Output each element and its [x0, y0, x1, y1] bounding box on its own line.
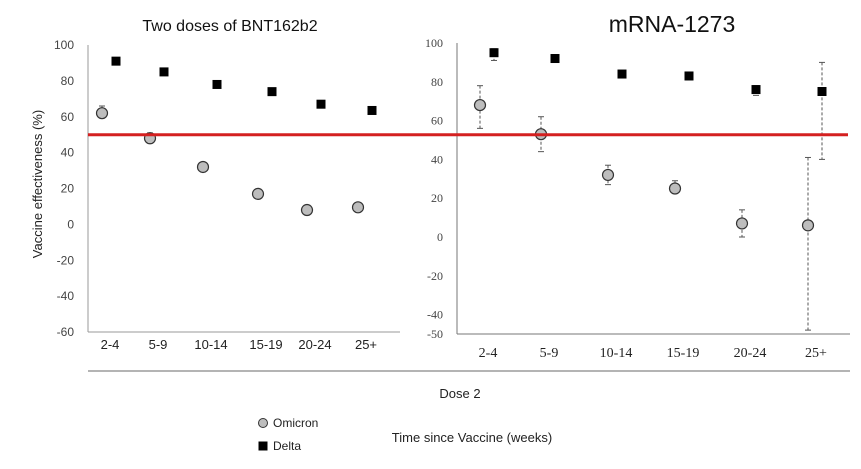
left-delta-point	[316, 99, 326, 109]
right-y-tick-label: 100	[425, 36, 443, 50]
left-omicron-point	[300, 203, 314, 217]
left-y-tick-label: 0	[67, 217, 74, 231]
right-delta-point	[617, 69, 627, 79]
legend: Omicron Delta	[258, 416, 318, 453]
left-y-tick-label: 60	[61, 110, 75, 124]
left-y-tick-label: 80	[61, 74, 75, 88]
legend-delta-marker	[258, 441, 268, 451]
right-delta-point	[817, 87, 827, 96]
right-panel-title: mRNA-1273	[609, 11, 736, 37]
legend-omicron-marker	[258, 418, 268, 428]
right-y-tick-label: 20	[431, 191, 443, 205]
x-axis-label-time: Time since Vaccine (weeks)	[392, 430, 552, 445]
right-y-tick-label: -50	[427, 327, 443, 341]
left-delta-point	[159, 67, 169, 77]
legend-omicron-label: Omicron	[273, 416, 318, 430]
left-omicron-point	[196, 160, 210, 174]
right-omicron-point	[473, 98, 487, 112]
right-y-tick-label: 40	[431, 152, 443, 166]
right-delta-point	[550, 54, 560, 64]
left-y-tick-label: 40	[61, 146, 75, 160]
right-x-tick-label: 10-14	[600, 346, 633, 361]
right-omicron-point	[668, 182, 682, 195]
right-x-tick-label: 20-24	[734, 346, 767, 361]
right-x-tick-label: 15-19	[667, 346, 700, 361]
left-x-tick-label: 5-9	[149, 337, 168, 352]
right-omicron-point	[801, 219, 815, 232]
right-delta-point	[751, 85, 761, 95]
left-x-tick-label: 15-19	[249, 337, 282, 352]
left-x-tick-label: 2-4	[101, 337, 120, 352]
left-delta-point	[111, 56, 121, 66]
right-x-tick-label: 25+	[805, 346, 827, 361]
left-panel-title: Two doses of BNT162b2	[142, 18, 317, 35]
right-x-tick-label: 2-4	[479, 346, 498, 361]
left-omicron-point	[95, 107, 109, 120]
x-axis-label-dose: Dose 2	[439, 386, 480, 401]
right-y-tick-label: -40	[427, 308, 443, 322]
left-y-tick-label: 100	[54, 38, 74, 52]
left-x-tick-label: 25+	[355, 337, 377, 352]
right-omicron-point	[601, 168, 615, 182]
right-y-tick-label: -20	[427, 269, 443, 283]
right-delta-point	[489, 48, 499, 58]
right-omicron-point	[735, 217, 749, 230]
left-delta-point	[212, 79, 222, 89]
right-y-tick-label: 0	[437, 230, 443, 244]
right-x-tick-label: 5-9	[540, 346, 559, 361]
left-y-tick-label: -60	[57, 325, 75, 339]
right-delta-point	[684, 71, 694, 81]
y-axis-label: Vaccine effectiveness (%)	[30, 110, 45, 258]
left-omicron-point	[251, 187, 265, 200]
left-delta-point	[367, 105, 377, 115]
right-y-tick-label: 60	[431, 114, 443, 128]
legend-delta-label: Delta	[273, 439, 301, 453]
left-delta-point	[267, 87, 277, 97]
left-y-tick-label: -20	[57, 253, 75, 267]
right-y-tick-label: 80	[431, 75, 443, 89]
left-x-tick-label: 10-14	[194, 337, 227, 352]
left-omicron-point	[351, 201, 365, 214]
left-y-tick-label: -40	[57, 289, 75, 303]
left-x-tick-label: 20-24	[298, 337, 331, 352]
left-y-tick-label: 20	[61, 182, 75, 196]
